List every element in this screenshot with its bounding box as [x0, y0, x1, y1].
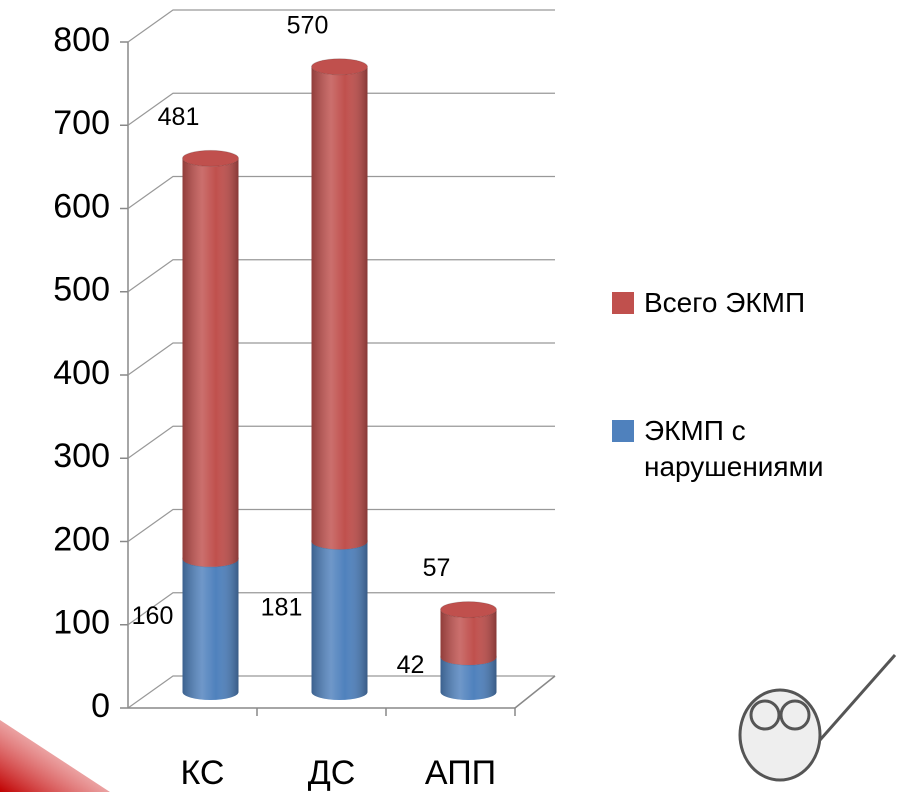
y-tick-label: 800 — [53, 21, 110, 59]
data-label: 181 — [261, 593, 303, 621]
legend-swatch — [612, 292, 634, 314]
bar-segment — [311, 58, 368, 550]
legend-entry: ЭКМП с нарушениями — [612, 413, 892, 485]
grid-line — [127, 259, 555, 293]
bar-segment — [440, 601, 497, 666]
grid-line — [127, 92, 555, 126]
cylinder-shade — [440, 609, 497, 666]
y-tick-label: 500 — [53, 271, 110, 309]
decoration — [0, 720, 110, 792]
cylinder-shade — [182, 558, 239, 700]
teacher-figure — [738, 654, 897, 782]
grid-line — [127, 175, 555, 209]
y-tick-label: 300 — [53, 437, 110, 475]
cylinder-shade — [182, 158, 239, 567]
data-label: 57 — [423, 554, 451, 582]
legend-entry: Всего ЭКМП — [612, 285, 892, 321]
x-tick-label: ДС — [308, 754, 356, 792]
cylinder-top — [311, 58, 368, 76]
grid-line — [127, 425, 555, 459]
y-tick-label: 400 — [53, 354, 110, 392]
cylinder-top — [182, 149, 239, 167]
data-label: 570 — [287, 11, 329, 39]
y-tick-label: 100 — [53, 604, 110, 642]
data-label: 42 — [397, 651, 425, 679]
floor-edge — [514, 675, 556, 709]
legend-label: Всего ЭКМП — [644, 287, 806, 318]
grid-line — [127, 9, 555, 43]
grid-line — [127, 592, 555, 626]
y-tick-label: 600 — [53, 187, 110, 225]
bar-segment — [311, 532, 368, 700]
cylinder-shade — [311, 66, 368, 550]
data-label: 160 — [132, 602, 174, 630]
bar-segment — [182, 550, 239, 700]
grid-line — [127, 675, 555, 709]
legend-swatch — [612, 420, 634, 442]
cylinder-top — [440, 601, 497, 619]
cylinder-shade — [440, 657, 497, 700]
y-tick-label: 0 — [91, 687, 110, 725]
grid-line — [127, 508, 555, 542]
cylinder-shade — [311, 541, 368, 700]
y-tick-label: 700 — [53, 104, 110, 142]
data-label: 481 — [158, 103, 200, 131]
bar-segment — [182, 149, 239, 567]
grid-line — [127, 342, 555, 376]
legend-label: ЭКМП с нарушениями — [644, 415, 824, 482]
y-tick-label: 200 — [53, 520, 110, 558]
x-tick-label: КС — [181, 754, 225, 792]
x-tick-label: АПП — [425, 754, 496, 792]
